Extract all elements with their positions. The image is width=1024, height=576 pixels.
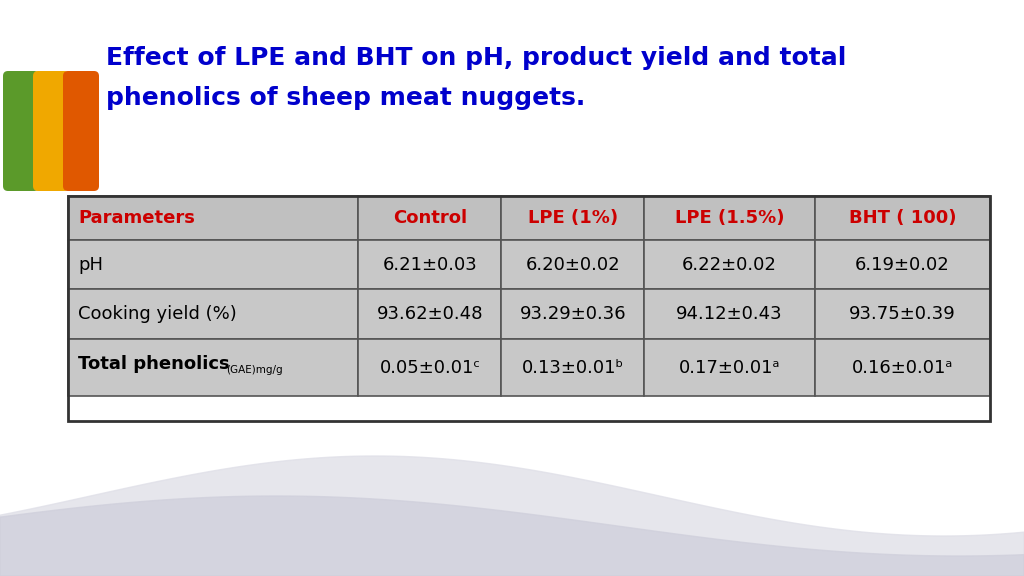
Text: BHT ( 100): BHT ( 100) [849, 209, 956, 227]
Bar [502, 339, 644, 396]
FancyBboxPatch shape [33, 71, 69, 191]
Text: 6.20±0.02: 6.20±0.02 [525, 256, 621, 274]
FancyBboxPatch shape [3, 71, 39, 191]
Bar [358, 339, 502, 396]
Bar [358, 289, 502, 339]
Text: 94.12±0.43: 94.12±0.43 [676, 305, 782, 323]
Bar [502, 196, 644, 240]
Text: Parameters: Parameters [78, 209, 195, 227]
Text: LPE (1.5%): LPE (1.5%) [675, 209, 784, 227]
FancyBboxPatch shape [63, 71, 99, 191]
Bar [502, 289, 644, 339]
Bar [815, 240, 990, 289]
Bar [68, 289, 358, 339]
Text: Total phenolics: Total phenolics [78, 355, 229, 373]
Text: Control: Control [393, 209, 467, 227]
Text: pH: pH [78, 256, 103, 274]
Text: phenolics of sheep meat nuggets.: phenolics of sheep meat nuggets. [106, 86, 586, 110]
Bar [815, 196, 990, 240]
Bar [68, 196, 990, 421]
Text: 0.05±0.01ᶜ: 0.05±0.01ᶜ [379, 359, 480, 377]
Text: 0.16±0.01ᵃ: 0.16±0.01ᵃ [852, 359, 953, 377]
Text: Cooking yield (%): Cooking yield (%) [78, 305, 237, 323]
Text: 93.75±0.39: 93.75±0.39 [849, 305, 955, 323]
Bar [815, 339, 990, 396]
Bar [644, 240, 815, 289]
Text: 6.22±0.02: 6.22±0.02 [682, 256, 777, 274]
Text: 0.17±0.01ᵃ: 0.17±0.01ᵃ [679, 359, 780, 377]
Text: 0.13±0.01ᵇ: 0.13±0.01ᵇ [521, 359, 624, 377]
Bar [644, 196, 815, 240]
Bar [358, 196, 502, 240]
Text: 93.62±0.48: 93.62±0.48 [377, 305, 483, 323]
Bar [502, 240, 644, 289]
Bar [644, 289, 815, 339]
Bar [68, 196, 358, 240]
Text: Effect of LPE and BHT on pH, product yield and total: Effect of LPE and BHT on pH, product yie… [106, 46, 847, 70]
Text: (GAE)mg/g: (GAE)mg/g [226, 365, 283, 374]
Text: 6.21±0.03: 6.21±0.03 [383, 256, 477, 274]
Text: 6.19±0.02: 6.19±0.02 [855, 256, 950, 274]
Bar [815, 289, 990, 339]
Bar [358, 240, 502, 289]
Bar [644, 339, 815, 396]
Text: 93.29±0.36: 93.29±0.36 [519, 305, 626, 323]
Text: LPE (1%): LPE (1%) [527, 209, 617, 227]
Bar [68, 339, 358, 396]
Bar [68, 240, 358, 289]
